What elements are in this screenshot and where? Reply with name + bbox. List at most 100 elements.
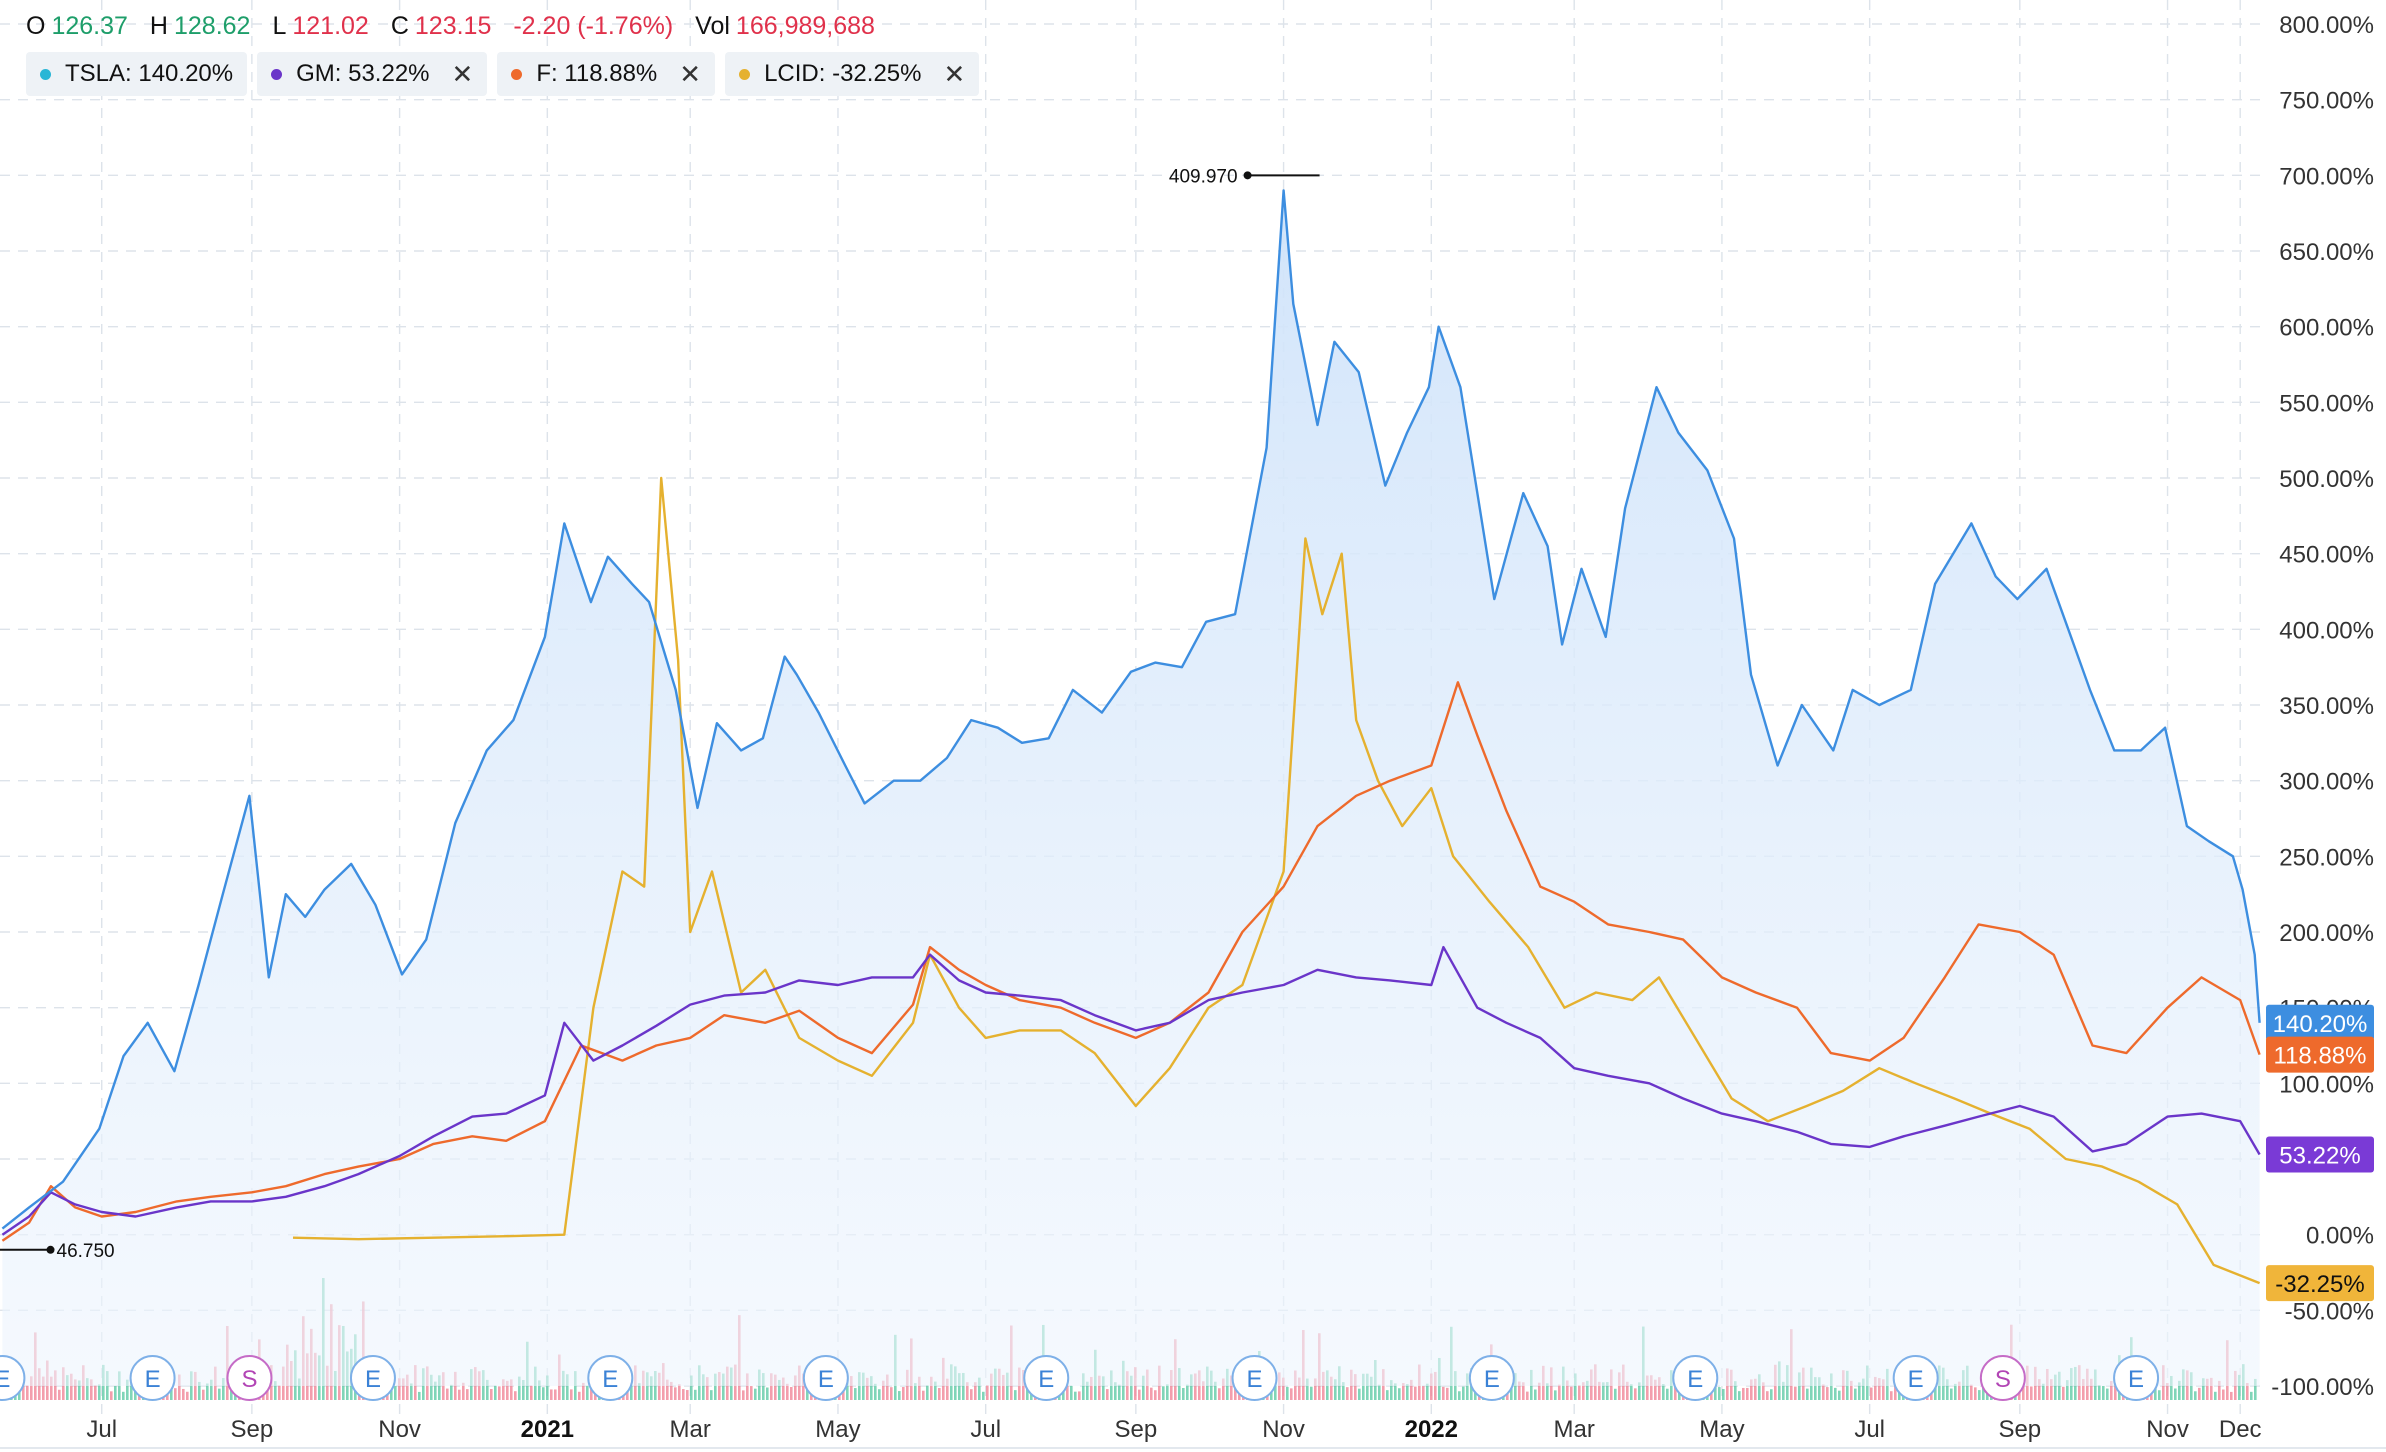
volume-bar — [706, 1377, 709, 1400]
x-tick-label: Dec — [2219, 1416, 2262, 1443]
volume-bar — [1578, 1385, 1581, 1400]
volume-bar — [58, 1389, 61, 1400]
close-label: C — [390, 11, 409, 40]
event-marker[interactable]: E — [2113, 1355, 2160, 1401]
volume-bar — [2194, 1391, 2197, 1400]
end-tag-text: 53.22% — [2279, 1142, 2360, 1169]
volume-bar — [1190, 1374, 1193, 1400]
y-tick-label: 600.00% — [2279, 315, 2374, 342]
open-value: 126.37 — [51, 11, 128, 40]
volume-bar — [1286, 1386, 1289, 1400]
volume-bar — [410, 1383, 413, 1400]
event-circle — [1672, 1355, 1719, 1401]
volume-bar — [462, 1382, 465, 1400]
volume-bar — [762, 1373, 765, 1400]
x-tick-label: Jul — [970, 1416, 1001, 1443]
volume-bar — [430, 1374, 433, 1400]
volume-bar — [30, 1376, 33, 1400]
event-marker[interactable]: E — [1892, 1355, 1939, 1401]
series-dot-icon — [40, 68, 51, 80]
volume-bar — [398, 1378, 401, 1400]
end-tag-bg — [2266, 1136, 2374, 1173]
gm-end-tag: 53.22% — [2266, 1136, 2374, 1173]
volume-bar — [1878, 1378, 1881, 1400]
legend-chip-lcid[interactable]: LCID: -32.25% ✕ — [725, 52, 980, 96]
volume-bar — [1654, 1379, 1657, 1400]
volume-bar — [1522, 1382, 1525, 1400]
volume-bar — [1850, 1380, 1853, 1400]
event-marker[interactable]: E — [0, 1355, 26, 1401]
end-tag-bg — [2266, 1004, 2374, 1041]
volume-bar — [1582, 1382, 1585, 1400]
volume-bar — [2042, 1383, 2045, 1400]
volume-bar — [1870, 1387, 1873, 1400]
legend-chip-tsla[interactable]: TSLA: 140.20% — [26, 52, 248, 96]
volume-bar — [1614, 1388, 1617, 1400]
volume-bar — [1466, 1373, 1469, 1400]
volume-bar — [178, 1374, 181, 1400]
event-marker[interactable]: S — [226, 1355, 273, 1401]
volume-bar — [2174, 1388, 2177, 1400]
volume-bar — [174, 1388, 177, 1400]
event-marker[interactable]: E — [1468, 1355, 1515, 1401]
close-icon[interactable]: ✕ — [679, 58, 702, 89]
event-marker[interactable]: E — [1023, 1355, 1070, 1401]
volume-bar — [1978, 1390, 1981, 1400]
volume-bar — [1314, 1378, 1317, 1400]
event-label: S — [1995, 1366, 2011, 1393]
volume-bar — [1214, 1381, 1217, 1400]
volume-bar — [1758, 1374, 1761, 1400]
high-value: 128.62 — [173, 11, 251, 40]
legend-chip-gm[interactable]: GM: 53.22% ✕ — [257, 52, 488, 96]
volume-bar — [198, 1381, 201, 1400]
x-tick-label: Nov — [378, 1416, 421, 1443]
event-label: E — [365, 1366, 381, 1393]
volume-bar — [2170, 1376, 2173, 1400]
volume-bar — [718, 1372, 721, 1400]
volume-bar — [1766, 1391, 1769, 1400]
volume-bar — [1150, 1387, 1153, 1400]
x-tick-label: Nov — [1262, 1416, 1305, 1443]
lcid-end-tag: -32.25% — [2266, 1265, 2374, 1302]
event-marker[interactable]: E — [129, 1355, 176, 1401]
volume-bar — [1890, 1391, 1893, 1400]
event-marker[interactable]: E — [1231, 1355, 1278, 1401]
volume-bar — [1014, 1390, 1017, 1400]
event-marker[interactable]: S — [1979, 1355, 2026, 1401]
volume-bar — [2210, 1377, 2213, 1400]
volume-bar — [554, 1389, 557, 1400]
event-marker[interactable]: E — [587, 1355, 634, 1401]
volume-bar — [2030, 1386, 2033, 1400]
volume-bar — [2150, 1391, 2153, 1400]
volume-bar — [1862, 1378, 1865, 1400]
volume-bar — [274, 1381, 277, 1400]
volume-bar — [1282, 1377, 1285, 1400]
event-marker[interactable]: E — [802, 1355, 849, 1401]
high-label: H — [149, 11, 168, 40]
volume-bar — [1618, 1372, 1621, 1400]
volume-bar — [878, 1389, 881, 1400]
event-circle — [802, 1355, 849, 1401]
legend: TSLA: 140.20% GM: 53.22% ✕ F: 118.88% ✕ … — [26, 52, 980, 96]
volume-bar — [2246, 1383, 2249, 1400]
volume-bar — [1334, 1379, 1337, 1400]
gm-line — [1, 945, 2261, 1236]
volume-bar — [1974, 1387, 1977, 1400]
event-marker[interactable]: E — [349, 1355, 396, 1401]
close-icon[interactable]: ✕ — [943, 58, 966, 89]
volume-bar — [934, 1381, 937, 1400]
volume-bar — [506, 1380, 509, 1400]
y-tick-label: -100.00% — [2271, 1374, 2374, 1401]
volume-bar — [794, 1375, 797, 1400]
volume-bar — [2038, 1379, 2041, 1400]
close-icon[interactable]: ✕ — [451, 58, 474, 89]
y-tick-label: 400.00% — [2279, 617, 2374, 644]
event-marker[interactable]: E — [1672, 1355, 1719, 1401]
volume-bar — [694, 1389, 697, 1400]
legend-chip-f[interactable]: F: 118.88% ✕ — [497, 52, 716, 96]
volume-bar — [1954, 1383, 1957, 1400]
volume-bar — [2106, 1388, 2109, 1400]
